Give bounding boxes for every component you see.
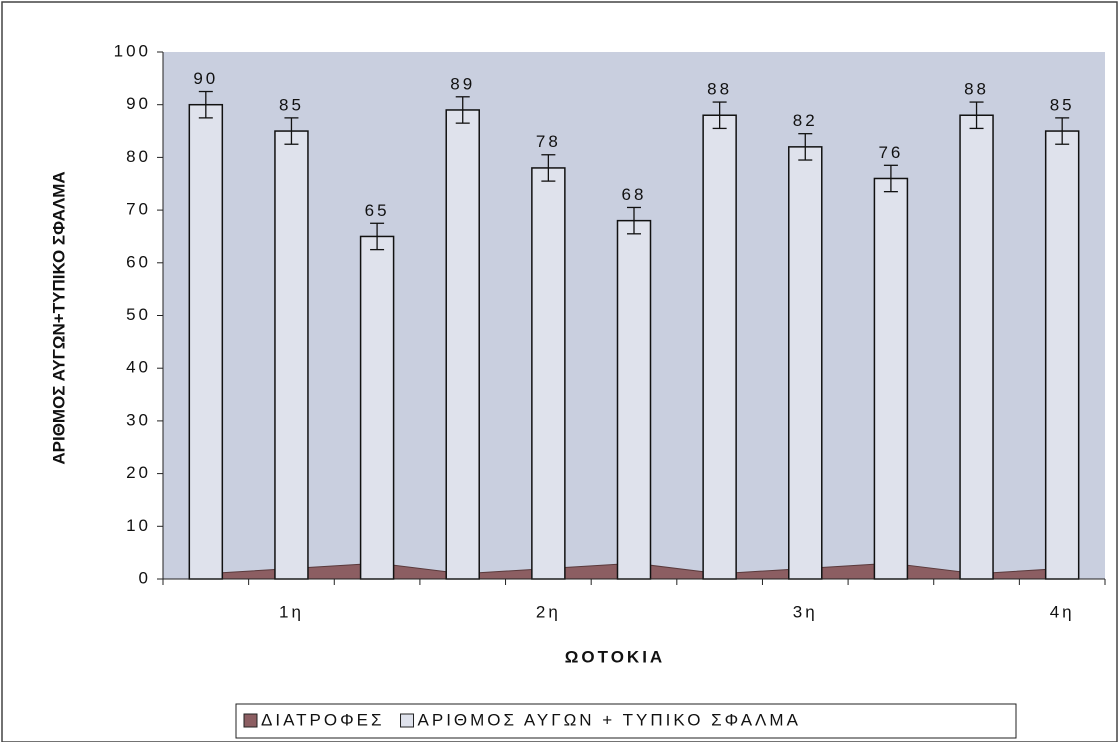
data-label: 68 [622,185,647,204]
bar [445,109,480,580]
error-bar [883,164,898,193]
data-label: 82 [793,111,818,130]
x-tick-label: 4η [1050,602,1075,621]
y-tick-label: 50 [126,305,151,324]
error-bar [541,154,556,182]
data-label: 76 [878,143,903,162]
y-tick-label: 100 [114,41,151,60]
error-bar [455,96,470,124]
y-tick-label: 30 [126,410,151,429]
legend-frame [235,703,1017,739]
y-tick-label: 40 [126,358,151,377]
bar [274,130,309,580]
y-tick-label: 20 [126,463,151,482]
legend-label: ΔΙΑΤΡΟΦΕΣ [261,710,385,729]
data-label: 78 [536,132,561,151]
data-label: 85 [279,95,304,114]
legend-label: ΑΡΙΘΜΟΣ ΑΥΓΩΝ + ΤΥΠΙΚΟ ΣΦΑΛΜΑ [418,710,801,729]
legend-swatch [243,713,258,728]
bar [1044,130,1080,580]
y-tick-label: 60 [126,252,151,271]
x-axis-title: ΩΟΤΟΚΙΑ [565,647,665,666]
y-tick-label: 0 [139,568,151,587]
y-tick-label: 90 [126,94,151,113]
x-tick-label: 1η [279,602,304,621]
bar [616,219,652,580]
y-axis-title: ΑΡΙΘΜΟΣ ΑΥΓΩΝ+ΤΥΠΙΚΟ ΣΦΑΛΜΑ [49,171,68,464]
data-label: 89 [450,74,475,93]
error-bar [1055,117,1070,145]
legend: ΔΙΑΤΡΟΦΕΣ ΑΡΙΘΜΟΣ ΑΥΓΩΝ + ΤΥΠΙΚΟ ΣΦΑΛΜΑ [235,703,1017,739]
error-bar [712,101,727,130]
data-label: 65 [365,201,390,220]
data-label: 85 [1050,95,1075,114]
error-bar [198,90,213,119]
bar [959,114,994,580]
error-bar [284,117,299,145]
data-label: 90 [193,69,218,88]
error-bar [969,101,984,130]
error-bar [627,206,641,235]
error-bar [798,133,813,161]
bar [359,235,395,580]
data-label: 88 [964,80,989,99]
error-bar [370,222,385,251]
bar [702,114,737,580]
legend-swatch [400,713,415,728]
y-tick-label: 70 [126,200,151,219]
y-tick-label: 80 [126,147,151,166]
bar [873,177,909,580]
y-tick-label: 10 [126,516,151,535]
bar [788,146,823,580]
bar [531,167,566,580]
x-tick-label: 2η [536,602,561,621]
x-tick-label: 3η [793,602,818,621]
bar [188,103,224,580]
data-label: 88 [707,80,732,99]
